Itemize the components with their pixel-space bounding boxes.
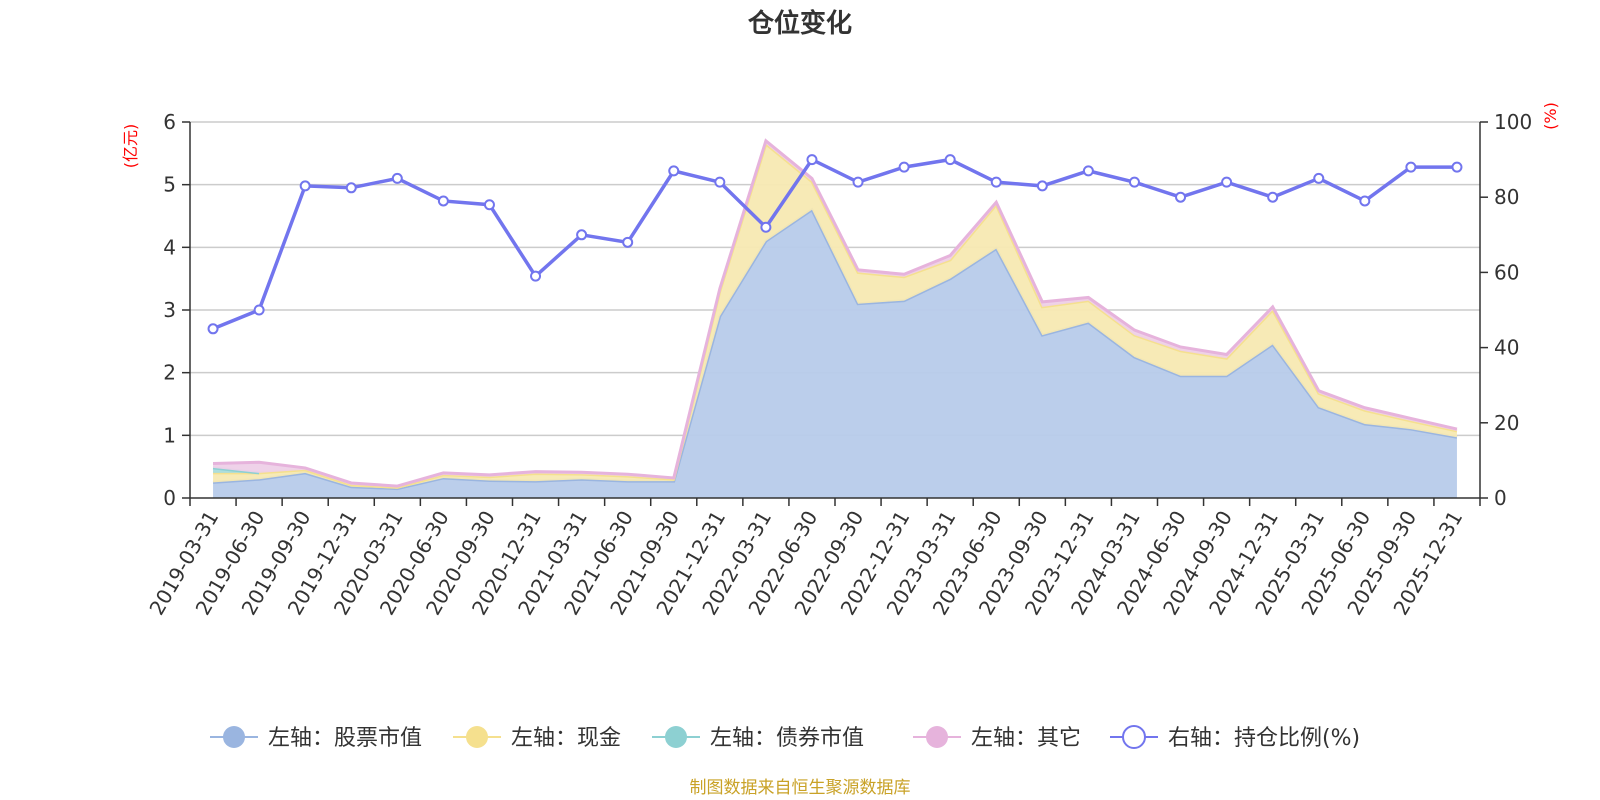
ratio-point [1221, 176, 1233, 188]
left-axis-tick-label: 1 [163, 423, 176, 447]
legend-marker [665, 726, 687, 748]
ratio-point [806, 154, 818, 166]
ratio-point [668, 165, 680, 177]
ratio-point [1036, 180, 1048, 192]
ratio-point [345, 182, 357, 194]
right-axis-tick-label: 40 [1494, 336, 1519, 360]
area-fill [213, 209, 1457, 498]
right-axis-tick-label: 20 [1494, 411, 1519, 435]
right-axis-tick-label: 100 [1494, 110, 1532, 134]
legend-label: 左轴：其它 [971, 726, 1081, 751]
ratio-point [898, 161, 910, 173]
legend-item[interactable]: 左轴：其它 [913, 726, 1081, 751]
ratio-point [391, 172, 403, 184]
legend[interactable]: 左轴：股票市值 左轴：现金 左轴：债券市值 左轴：其它 右轴：持仓比例(%) [210, 725, 1360, 751]
legend-label: 右轴：持仓比例(%) [1168, 726, 1360, 751]
left-axis-tick-label: 2 [163, 361, 176, 385]
left-axis-tick-label: 0 [163, 486, 176, 510]
ratio-point [714, 176, 726, 188]
legend-marker [223, 726, 245, 748]
left-axis-unit: (亿元) [121, 124, 140, 169]
ratio-point [530, 270, 542, 282]
ratio-point [1128, 176, 1140, 188]
ratio-point [1405, 161, 1417, 173]
right-axis-tick-label: 80 [1494, 185, 1519, 209]
legend-label: 左轴：股票市值 [268, 726, 422, 751]
ratio-point [207, 323, 219, 335]
ratio-point [1451, 161, 1463, 173]
area-edge [212, 138, 1458, 488]
legend-label: 左轴：现金 [511, 726, 621, 751]
ratio-point [299, 180, 311, 192]
legend-marker [926, 726, 948, 748]
source-note: 制图数据来自恒生聚源数据库 [690, 778, 911, 798]
left-axis-tick-label: 5 [163, 173, 176, 197]
right-axis-unit: (%) [1541, 102, 1560, 130]
legend-item[interactable]: 左轴：现金 [453, 726, 621, 751]
legend-label: 左轴：债券市值 [710, 726, 864, 751]
right-axis-tick-label: 0 [1494, 486, 1507, 510]
legend-marker [1122, 725, 1146, 749]
left-axis-tick-label: 4 [163, 235, 176, 259]
legend-item[interactable]: 左轴：债券市值 [652, 726, 864, 751]
holding-ratio-line [207, 154, 1463, 335]
left-axis-tick-label: 3 [163, 298, 176, 322]
ratio-line [212, 157, 1457, 331]
ratio-point [1082, 165, 1094, 177]
ratio-point [852, 176, 864, 188]
chart-title: 仓位变化 [747, 8, 852, 39]
ratio-point [437, 195, 449, 207]
ratio-point [622, 236, 634, 248]
ratio-point [1267, 191, 1279, 203]
ratio-point [483, 199, 495, 211]
ratio-point [1359, 195, 1371, 207]
ratio-point [760, 221, 772, 233]
legend-marker [466, 726, 488, 748]
ratio-point [990, 176, 1002, 188]
legend-item[interactable]: 左轴：股票市值 [210, 726, 422, 751]
right-axis-tick-label: 60 [1494, 260, 1519, 284]
ratio-point [576, 229, 588, 241]
left-axis-tick-label: 6 [163, 110, 176, 134]
legend-item[interactable]: 右轴：持仓比例(%) [1110, 725, 1360, 751]
ratio-point [253, 304, 265, 316]
ratio-point [1175, 191, 1187, 203]
ratio-point [1313, 172, 1325, 184]
stacked-areas [212, 138, 1458, 498]
ratio-point [944, 154, 956, 166]
